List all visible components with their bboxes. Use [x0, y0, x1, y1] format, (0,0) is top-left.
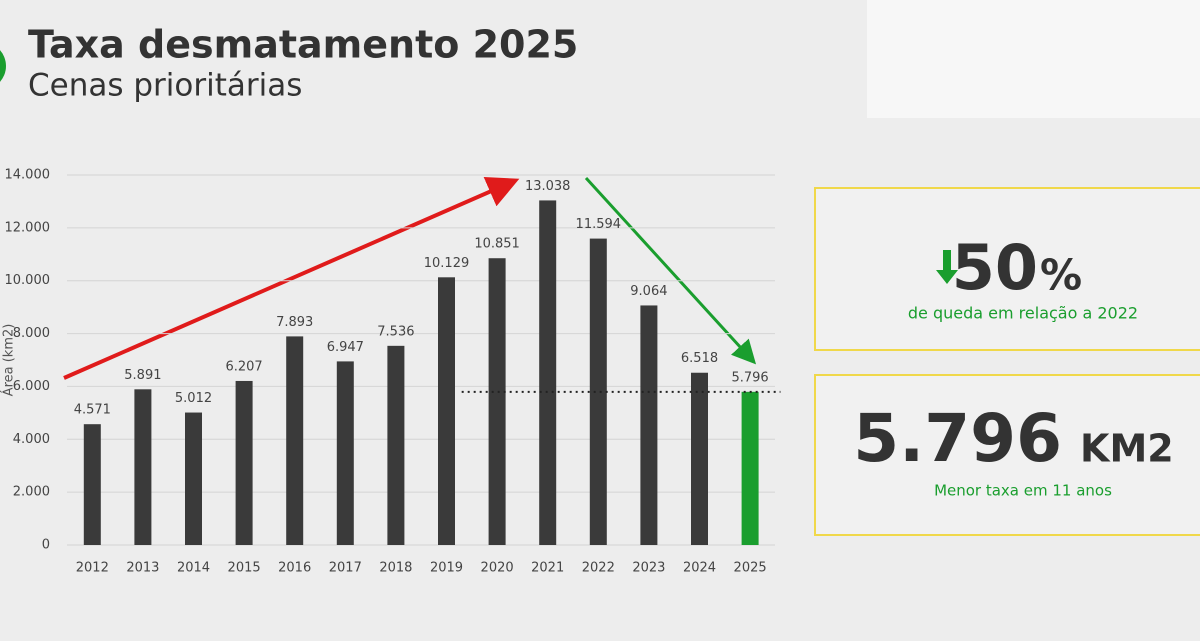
value-label: 10.129: [424, 256, 470, 271]
stat-value: 5.796: [853, 400, 1062, 477]
x-tick-label: 2017: [329, 561, 362, 576]
x-tick-label: 2023: [632, 561, 665, 576]
down-icon: [936, 250, 958, 284]
y-tick-label: 12.000: [5, 220, 51, 235]
x-tick-label: 2016: [278, 561, 311, 576]
value-label: 9.064: [630, 284, 667, 299]
x-tick-label: 2019: [430, 561, 463, 576]
value-label: 10.851: [474, 237, 520, 252]
value-label: 11.594: [576, 217, 622, 232]
value-label: 6.947: [327, 340, 364, 355]
bar: [589, 238, 607, 545]
bar: [286, 336, 304, 545]
y-tick-label: 0: [42, 538, 50, 553]
bar: [235, 380, 253, 545]
value-label: 5.891: [124, 368, 161, 383]
x-tick-label: 2013: [126, 561, 159, 576]
value-label: 13.038: [525, 179, 571, 194]
x-tick-label: 2020: [481, 561, 514, 576]
value-label: 7.893: [276, 315, 313, 330]
bar: [741, 391, 759, 545]
y-axis-label: Área (km2): [1, 324, 17, 397]
stat-value: 50: [952, 231, 1038, 304]
bar: [539, 200, 557, 545]
stat-unit: KM2: [1080, 427, 1174, 471]
bar: [438, 277, 455, 545]
bar: [488, 258, 506, 545]
stat-panel: [814, 374, 1200, 536]
stat-caption: de queda em relação a 2022: [908, 304, 1138, 323]
bar: [387, 345, 405, 545]
bar: [83, 424, 101, 545]
bar: [640, 305, 658, 545]
y-tick-label: 2.000: [13, 485, 50, 500]
value-label: 6.518: [681, 351, 718, 366]
trend-arrow-down: [584, 176, 757, 365]
stat-caption: Menor taxa em 11 anos: [934, 482, 1112, 500]
y-tick-label: 10.000: [5, 273, 51, 288]
bar: [134, 389, 152, 545]
value-label: 7.536: [377, 324, 414, 339]
value-label: 4.571: [74, 403, 111, 418]
x-tick-label: 2021: [531, 561, 564, 576]
x-tick-label: 2022: [582, 561, 615, 576]
x-tick-label: 2014: [177, 561, 210, 576]
background-patch: [867, 0, 1200, 118]
y-tick-label: 6.000: [13, 379, 50, 394]
bar: [185, 412, 202, 545]
bar: [691, 372, 708, 545]
y-tick-label: 8.000: [13, 326, 50, 341]
y-tick-label: 4.000: [13, 432, 50, 447]
title: Taxa desmatamento 2025: [28, 23, 578, 67]
subtitle: Cenas prioritárias: [28, 68, 302, 104]
value-label: 5.796: [731, 370, 768, 385]
y-tick-label: 14.000: [5, 168, 51, 183]
x-tick-label: 2018: [379, 561, 412, 576]
stat-unit: %: [1040, 251, 1082, 300]
bar: [336, 361, 354, 545]
x-tick-label: 2025: [734, 561, 767, 576]
x-tick-label: 2024: [683, 561, 716, 576]
logo: [0, 50, 6, 82]
x-tick-label: 2012: [76, 561, 109, 576]
plot: 0 2.000 4.000 6.000 8.000 10.000 12.000 14.000 2…: [5, 168, 781, 576]
stat-panel: [814, 187, 1200, 351]
value-label: 5.012: [175, 391, 212, 406]
value-label: 6.207: [225, 359, 262, 374]
trend-arrow-up: [63, 176, 520, 380]
x-tick-label: 2015: [228, 561, 261, 576]
